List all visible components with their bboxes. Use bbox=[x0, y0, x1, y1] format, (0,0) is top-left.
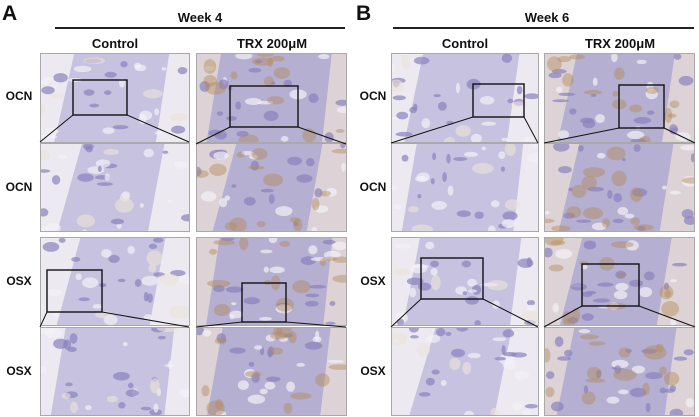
column-header-trx-b: TRX 200μM bbox=[584, 36, 656, 51]
row-label-b-osx-overview: OSX bbox=[360, 274, 386, 288]
week-header-a: Week 4 bbox=[177, 10, 223, 25]
micrograph-b-control-osx-zoom bbox=[391, 327, 539, 416]
row-label-b-ocn-overview: OCN bbox=[359, 89, 387, 103]
micrograph-a-control-ocn-overview bbox=[40, 53, 190, 143]
panel-letter-b: B bbox=[356, 2, 372, 25]
row-label-a-osx-overview: OSX bbox=[6, 274, 32, 288]
row-label-b-ocn-zoom: OCN bbox=[359, 180, 387, 194]
micrograph-a-trx-osx-overview bbox=[196, 237, 347, 326]
micrograph-a-trx-ocn-zoom bbox=[196, 143, 347, 232]
micrograph-a-trx-osx-zoom bbox=[196, 327, 347, 416]
row-label-a-osx-zoom: OSX bbox=[6, 364, 32, 378]
micrograph-a-control-osx-overview bbox=[40, 237, 190, 326]
week-header-b: Week 6 bbox=[524, 10, 570, 25]
week-header-line-a bbox=[55, 27, 345, 29]
micrograph-b-control-ocn-overview bbox=[391, 53, 539, 143]
micrograph-b-trx-ocn-zoom bbox=[544, 143, 695, 232]
column-header-control-b: Control bbox=[441, 36, 489, 51]
row-label-b-osx-zoom: OSX bbox=[360, 364, 386, 378]
panel-letter-a: A bbox=[2, 2, 18, 25]
micrograph-b-trx-osx-zoom bbox=[544, 327, 695, 416]
week-header-line-b bbox=[393, 27, 694, 29]
micrograph-a-trx-ocn-overview bbox=[196, 53, 347, 143]
column-header-control-a: Control bbox=[91, 36, 139, 51]
micrograph-b-control-ocn-zoom bbox=[391, 143, 539, 232]
row-label-a-ocn-zoom: OCN bbox=[5, 180, 33, 194]
micrograph-b-trx-osx-overview bbox=[544, 237, 695, 326]
column-header-trx-a: TRX 200μM bbox=[236, 36, 308, 51]
micrograph-b-trx-ocn-overview bbox=[544, 53, 695, 143]
micrograph-b-control-osx-overview bbox=[391, 237, 539, 326]
micrograph-a-control-ocn-zoom bbox=[40, 143, 190, 232]
micrograph-a-control-osx-zoom bbox=[40, 327, 190, 416]
row-label-a-ocn-overview: OCN bbox=[5, 89, 33, 103]
